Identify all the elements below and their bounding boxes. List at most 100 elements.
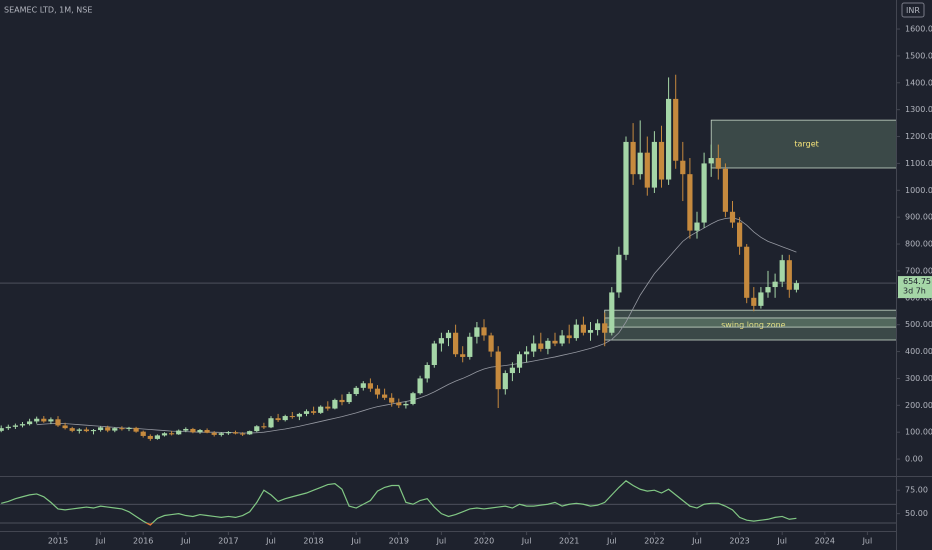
candle-body [609, 292, 615, 333]
last-price-box [898, 276, 932, 299]
main-pane: target swing long zone [0, 74, 896, 441]
x-tick-label: Jul [436, 537, 447, 546]
candle-body [48, 419, 54, 422]
last-price-label: 654.75 [903, 277, 931, 286]
candle-body [559, 335, 565, 344]
zone [710, 119, 896, 169]
y-tick-label: 1000.00 [905, 186, 932, 195]
candle-body [545, 340, 551, 349]
rsi-line [1, 480, 797, 526]
candle-body [587, 330, 594, 333]
candle-body [133, 427, 139, 432]
y-tick-label: 800.00 [905, 240, 932, 249]
candle-body [34, 418, 40, 422]
candle-body [98, 427, 104, 431]
candle-body [275, 418, 281, 421]
candle-body [602, 323, 608, 333]
candle-body [190, 428, 196, 433]
candle-body [346, 394, 352, 403]
candle-body [318, 406, 324, 413]
candle-body [666, 98, 672, 180]
candle-body [566, 335, 572, 339]
candle-body [169, 433, 175, 435]
x-tick-label: 2015 [48, 537, 68, 546]
candle-body [55, 419, 61, 426]
candle-body [69, 428, 75, 431]
y-tick-label: 0.00 [905, 455, 923, 464]
candle-body [367, 383, 373, 389]
candle-body [247, 431, 253, 435]
candle-body [573, 324, 579, 339]
candle-body [119, 428, 125, 430]
candle-body [353, 387, 359, 395]
candle-body [268, 418, 274, 428]
candle-body [623, 141, 629, 255]
candle-body [751, 297, 757, 306]
x-tick-label: 2018 [303, 537, 323, 546]
x-tick-label: 2017 [218, 537, 238, 546]
candle-body [112, 428, 118, 431]
moving-average [36, 217, 797, 434]
y-tick-label: 100.00 [905, 428, 932, 437]
candle-body [673, 98, 679, 161]
candle-body [154, 435, 160, 439]
y-tick-label: 1200.00 [905, 132, 932, 141]
y-tick-label: 400.00 [905, 347, 932, 356]
x-tick-label: Jul [95, 537, 106, 546]
x-tick-label: Jul [350, 537, 361, 546]
candle-body [296, 413, 302, 417]
candle-body [701, 163, 707, 223]
rsi-y-tick-label: 75.00 [905, 486, 928, 495]
candle-body [339, 399, 345, 403]
chart-title: SEAMEC LTD, 1M, NSE [4, 6, 92, 15]
candle-body [105, 427, 111, 431]
candle-body [467, 336, 473, 357]
candle-body [204, 430, 210, 433]
rsi-y-tick-label: 50.00 [905, 509, 928, 518]
candle-body [509, 367, 515, 374]
candle-body [282, 416, 288, 421]
candle-body [41, 418, 47, 422]
candle-body [687, 174, 693, 231]
candle-body [62, 425, 68, 429]
candle-body [637, 152, 643, 175]
candle-body [161, 433, 168, 436]
zone-label: swing long zone [721, 321, 786, 330]
candle-body [325, 406, 331, 409]
candle-body [431, 343, 437, 365]
candle-body [311, 411, 317, 413]
candle-body [516, 354, 523, 368]
candle-body [793, 283, 799, 290]
candle-body [779, 260, 785, 282]
candle-body [225, 432, 231, 434]
candle-body [765, 287, 771, 293]
x-tick-label: Jul [606, 537, 617, 546]
candle-body [12, 425, 18, 427]
candle-body [438, 338, 444, 344]
candle-body [218, 433, 224, 435]
currency-box [901, 2, 925, 18]
candle-body [531, 343, 537, 352]
candle-body [27, 421, 33, 425]
candle-body [197, 430, 203, 433]
candle-body [758, 292, 764, 306]
candle-body [19, 424, 26, 426]
candle-body [140, 431, 146, 436]
candle-body [658, 141, 665, 180]
candle-body [417, 378, 423, 394]
candle-body [232, 432, 239, 434]
candle-body [488, 335, 494, 352]
candle-body [772, 281, 778, 288]
zone [604, 309, 896, 341]
candle-body [374, 388, 381, 395]
x-tick-label: 2016 [133, 537, 153, 546]
candle-body [481, 327, 487, 336]
candle-body [303, 411, 310, 414]
candle-body [403, 403, 409, 406]
candle-body [630, 141, 636, 175]
y-tick-label: 900.00 [905, 213, 932, 222]
y-tick-label: 200.00 [905, 401, 932, 410]
candle-body [729, 211, 736, 223]
candle-body [524, 351, 530, 355]
